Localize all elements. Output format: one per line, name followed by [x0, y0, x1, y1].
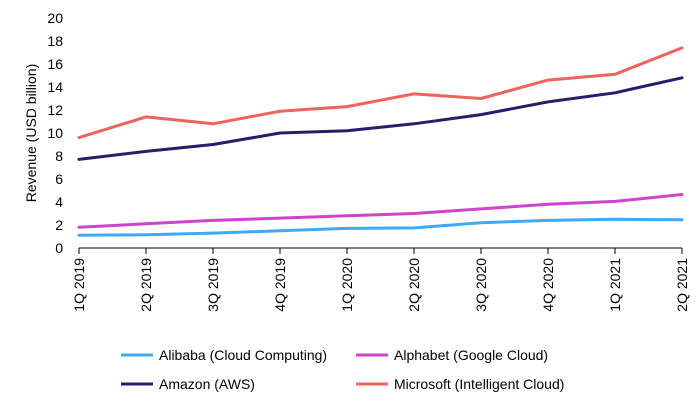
y-tick-label: 18 [47, 33, 63, 49]
x-tick-label: 2Q 2019 [138, 258, 154, 312]
x-axis-ticks: 1Q 2019 2Q 2019 3Q 2019 4Q 2019 1Q 2020 2Q 20… [71, 248, 690, 312]
legend-label: Amazon (AWS) [159, 376, 255, 392]
x-tick-label: 3Q 2019 [205, 258, 221, 312]
legend-label: Alphabet (Google Cloud) [394, 347, 548, 363]
y-tick-label: 20 [47, 10, 63, 26]
y-tick-label: 6 [55, 171, 63, 187]
series-line-alphabet-google-cloud [77, 193, 684, 229]
y-tick-label: 12 [47, 102, 63, 118]
y-tick-label: 10 [47, 125, 63, 141]
series-lines [77, 46, 684, 237]
series-line-microsoft-intelligent-cloud [77, 46, 684, 140]
legend: Alibaba (Cloud Computing) Alphabet (Googl… [121, 347, 564, 392]
y-axis-title: Revenue (USD billion) [23, 64, 39, 203]
legend-label: Alibaba (Cloud Computing) [159, 347, 327, 363]
y-tick-label: 2 [55, 217, 63, 233]
legend-label: Microsoft (Intelligent Cloud) [394, 376, 564, 392]
y-tick-label: 4 [55, 194, 63, 210]
series-line-alibaba-cloud-computing [77, 217, 684, 237]
x-tick-label: 2Q 2021 [674, 258, 690, 312]
y-axis-ticks: 0 2 4 6 8 10 12 14 16 18 20 [47, 10, 63, 256]
y-tick-label: 16 [47, 56, 63, 72]
series-line-amazon-aws [77, 76, 684, 161]
x-tick-label: 1Q 2020 [339, 258, 355, 312]
x-tick-label: 1Q 2019 [71, 258, 87, 312]
y-tick-label: 14 [47, 79, 63, 95]
x-tick-label: 3Q 2020 [473, 258, 489, 312]
x-tick-label: 4Q 2020 [540, 258, 556, 312]
x-tick-label: 4Q 2019 [272, 258, 288, 312]
x-tick-label: 2Q 2020 [406, 258, 422, 312]
y-tick-label: 0 [55, 240, 63, 256]
y-tick-label: 8 [55, 148, 63, 164]
x-tick-label: 1Q 2021 [607, 258, 623, 312]
